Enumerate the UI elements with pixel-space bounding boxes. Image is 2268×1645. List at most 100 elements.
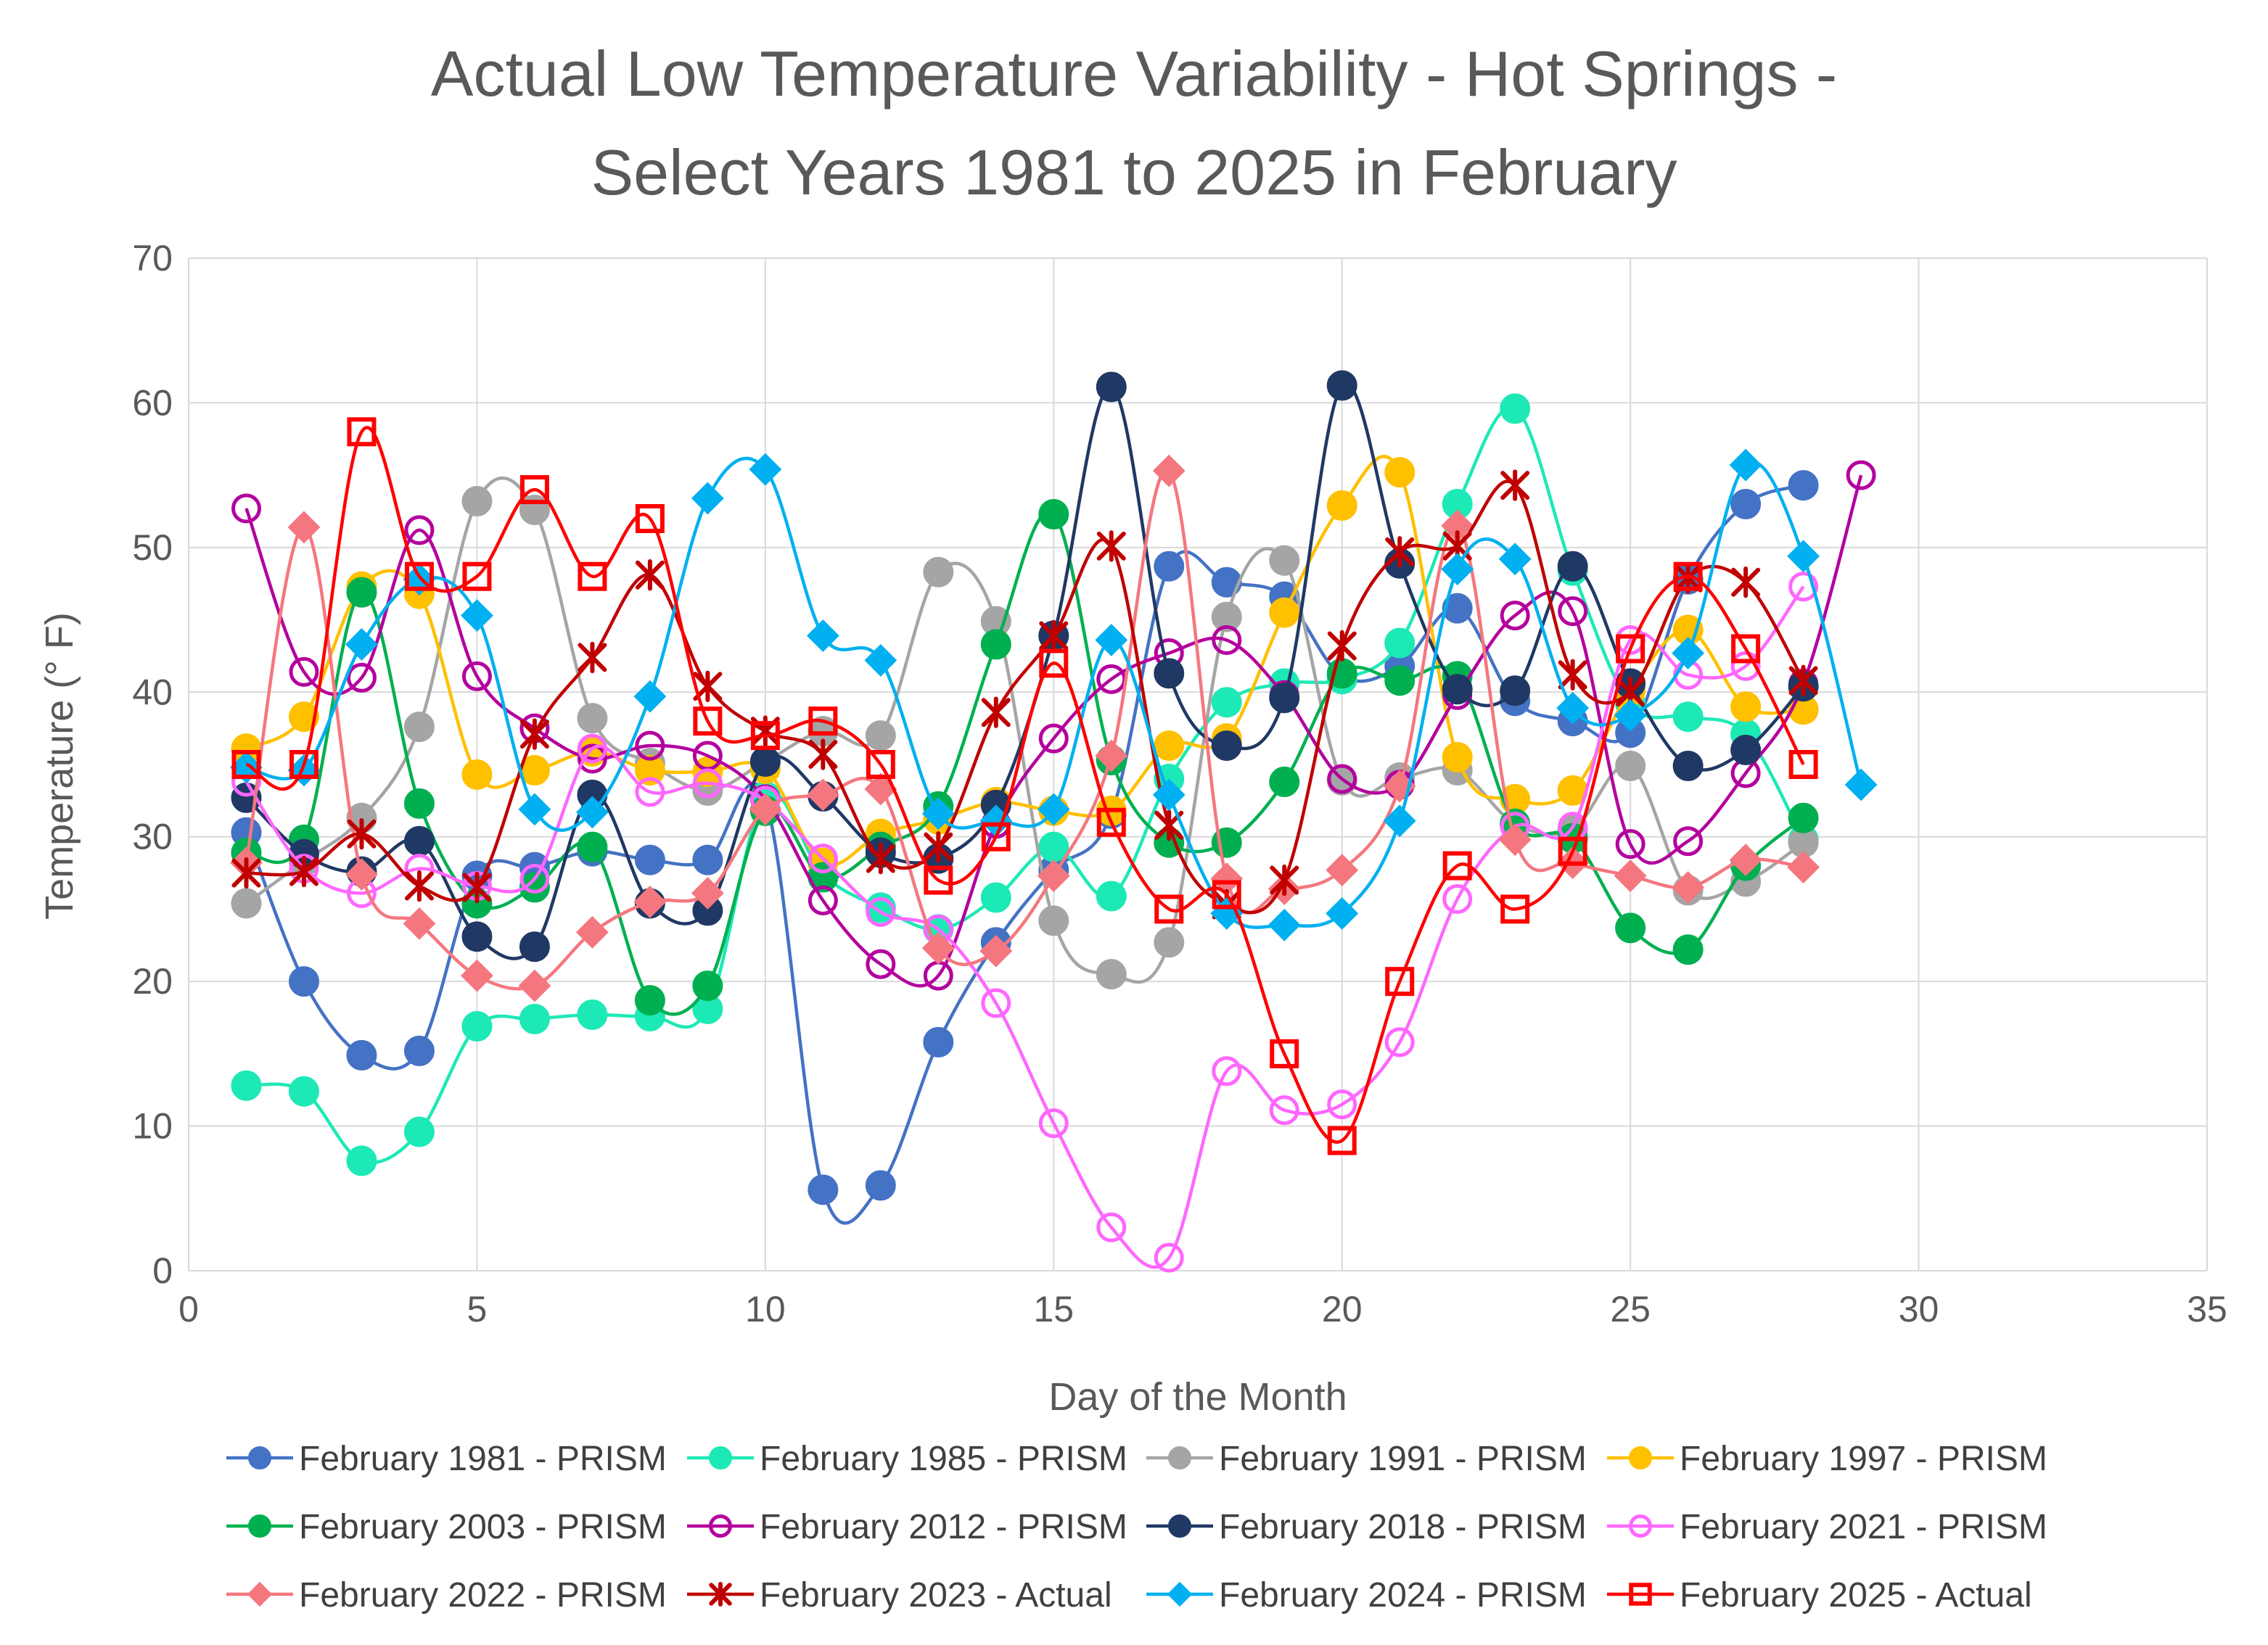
data-point xyxy=(346,1039,377,1071)
data-point xyxy=(1442,742,1473,773)
legend-marker xyxy=(709,1514,732,1538)
data-point xyxy=(403,1116,435,1147)
data-point xyxy=(1442,883,1473,914)
data-point xyxy=(1154,551,1185,582)
data-point xyxy=(1730,651,1761,681)
data-point xyxy=(1152,454,1186,487)
data-point xyxy=(864,643,897,677)
legend-marker xyxy=(248,1514,271,1538)
data-point xyxy=(1152,778,1186,812)
data-point xyxy=(1326,854,1359,886)
data-point xyxy=(1615,829,1645,859)
data-point xyxy=(1154,1242,1184,1273)
legend-item: February 2003 - PRISM xyxy=(226,1508,667,1546)
data-point xyxy=(808,885,838,915)
chart-title-line-2: Select Years 1981 to 2025 in February xyxy=(591,136,1677,208)
data-point xyxy=(1673,561,1703,591)
data-point xyxy=(1558,836,1587,866)
y-tick-label: 60 xyxy=(132,382,173,423)
data-point xyxy=(981,696,1011,728)
data-point xyxy=(1096,807,1126,837)
plot-ticks: 0 10 20 30 40 50 60 70 0 5 10 15 20 25 30 35 xyxy=(132,238,2227,1329)
x-tick-label: 20 xyxy=(1322,1289,1363,1329)
data-point xyxy=(1730,691,1762,722)
legend-label: February 2025 - Actual xyxy=(1680,1576,2032,1615)
data-point xyxy=(1385,536,1415,568)
data-point xyxy=(1096,959,1127,990)
data-point xyxy=(519,872,550,903)
data-point xyxy=(1269,1095,1299,1126)
data-point xyxy=(1269,683,1300,714)
data-point xyxy=(1500,393,1531,424)
data-point xyxy=(1731,634,1761,664)
data-point xyxy=(461,599,493,632)
data-point xyxy=(749,746,781,778)
data-point xyxy=(633,680,667,713)
data-point xyxy=(980,629,1011,660)
series-line xyxy=(245,426,1805,1144)
data-point xyxy=(634,754,665,786)
data-point xyxy=(691,877,724,910)
x-tick-label: 30 xyxy=(1899,1289,1939,1329)
data-point xyxy=(1846,460,1876,490)
data-point xyxy=(1267,908,1301,941)
data-point xyxy=(1384,627,1416,659)
data-point xyxy=(519,864,550,894)
legend-marker xyxy=(1629,1583,1652,1606)
legend: February 1981 - PRISM February 1985 - PRI… xyxy=(226,1440,2047,1615)
data-point xyxy=(1729,844,1762,877)
x-tick-label: 35 xyxy=(2187,1289,2227,1329)
data-point xyxy=(578,561,607,591)
data-point xyxy=(231,1070,262,1101)
data-point xyxy=(519,475,549,505)
data-point xyxy=(404,561,434,591)
data-point xyxy=(1498,823,1532,857)
data-point xyxy=(1384,665,1416,696)
data-point xyxy=(461,921,493,952)
series-10 xyxy=(230,448,1878,941)
data-point xyxy=(1211,730,1242,762)
data-point xyxy=(1730,735,1762,766)
data-point xyxy=(1096,664,1127,694)
data-point xyxy=(924,865,953,895)
data-point xyxy=(923,556,954,588)
legend-item: February 2023 - Actual xyxy=(687,1576,1112,1615)
data-point xyxy=(635,730,665,761)
data-point xyxy=(1788,802,1819,833)
data-point xyxy=(287,511,321,544)
legend-marker xyxy=(248,1446,271,1469)
x-tick-label: 0 xyxy=(178,1289,199,1329)
data-point xyxy=(981,822,1011,852)
y-tick-label: 40 xyxy=(132,672,173,712)
data-point xyxy=(808,1174,839,1205)
data-point xyxy=(519,931,550,962)
data-point xyxy=(1270,1039,1299,1068)
legend-label: February 1981 - PRISM xyxy=(299,1440,667,1478)
data-point xyxy=(808,738,838,770)
data-point xyxy=(806,778,839,812)
data-point xyxy=(462,561,492,591)
data-point xyxy=(289,855,319,888)
data-point xyxy=(1385,967,1415,997)
data-point xyxy=(1788,664,1818,697)
data-point xyxy=(1096,1212,1127,1242)
data-point xyxy=(1788,750,1818,779)
data-point xyxy=(461,959,493,992)
data-point xyxy=(346,577,377,608)
data-point xyxy=(1500,601,1530,631)
legend-marker xyxy=(709,1581,732,1607)
data-point xyxy=(1038,1108,1069,1139)
data-point xyxy=(635,503,665,533)
data-point xyxy=(347,818,377,850)
data-point xyxy=(403,1035,435,1066)
data-point xyxy=(1672,934,1704,965)
data-point xyxy=(1672,701,1704,733)
legend-marker xyxy=(247,1581,273,1607)
data-point xyxy=(1557,551,1588,582)
data-point xyxy=(749,453,782,486)
data-point xyxy=(921,797,955,830)
data-point xyxy=(1673,826,1704,857)
data-point xyxy=(461,759,493,790)
data-point xyxy=(806,619,839,652)
